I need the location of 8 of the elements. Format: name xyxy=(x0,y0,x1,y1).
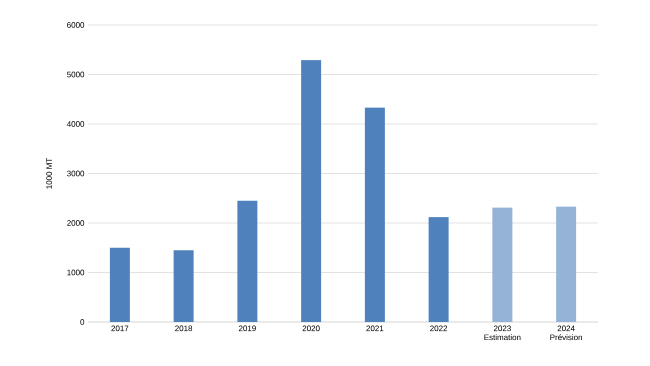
bar xyxy=(428,217,449,322)
bar xyxy=(364,108,385,322)
bar xyxy=(174,250,194,322)
bar xyxy=(237,200,258,322)
bar xyxy=(110,248,130,322)
bar xyxy=(301,60,322,322)
bar xyxy=(556,206,576,322)
bar xyxy=(492,208,512,322)
